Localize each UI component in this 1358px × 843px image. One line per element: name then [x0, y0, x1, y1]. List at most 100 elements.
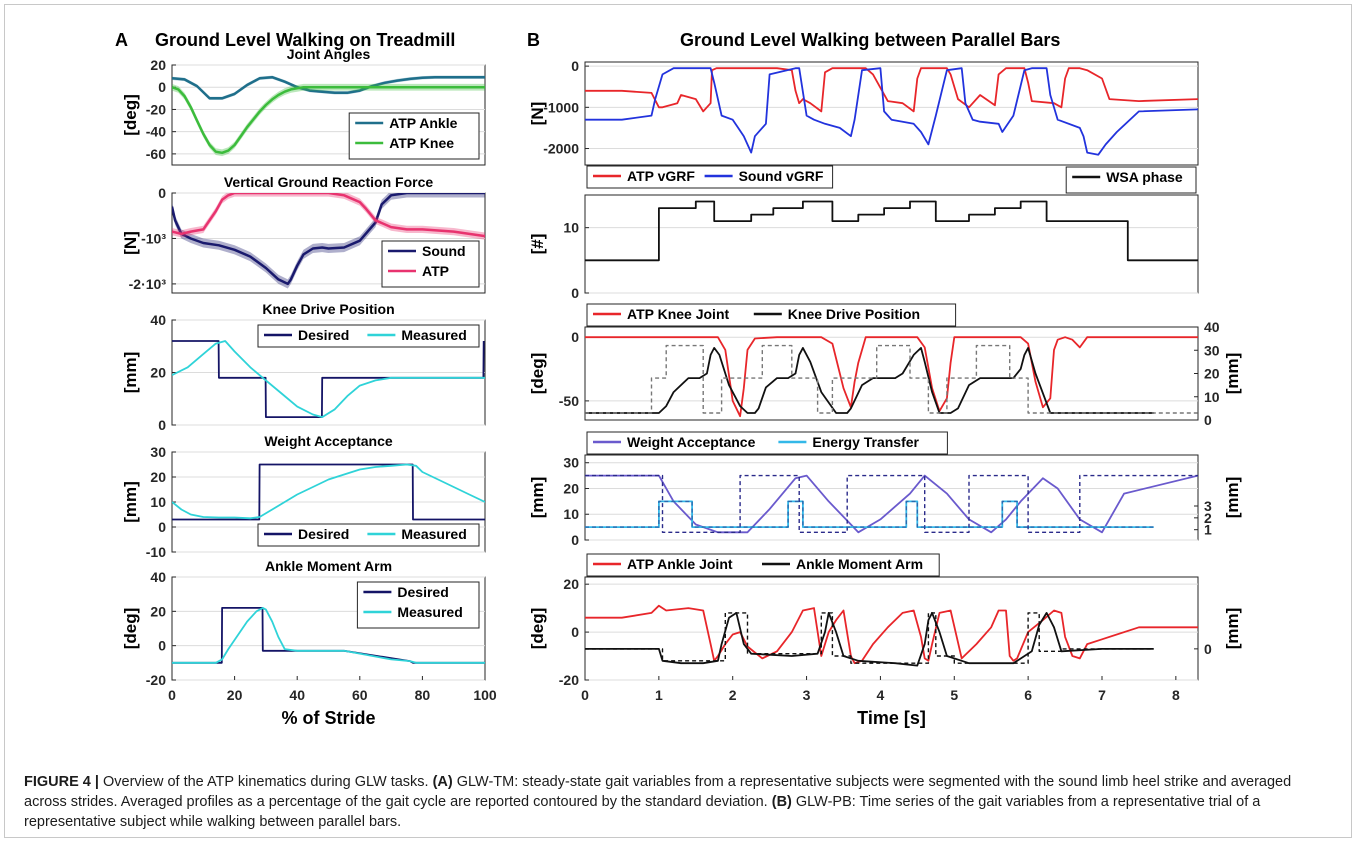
chart-title: Vertical Ground Reaction Force	[224, 174, 433, 190]
series-line-0	[172, 463, 485, 521]
caption-figure-label: FIGURE 4 |	[24, 774, 99, 790]
y2-tick-label: 2	[1204, 510, 1212, 526]
y-tick-label: 0	[158, 638, 166, 654]
series-line-1	[172, 340, 485, 418]
chart-b1: 0 -1000 -2000 [N] ATP vGRF Sound vGRF	[528, 58, 1199, 189]
x-tick-label: 6	[1024, 687, 1032, 703]
y-tick-label: 0	[571, 532, 579, 548]
chart-title: Ankle Moment Arm	[265, 558, 392, 574]
y-tick-label: -20	[146, 101, 166, 117]
y2-tick-label: 40	[1204, 319, 1220, 335]
y-tick-label: 0	[158, 185, 166, 201]
caption-a-text: GLW-TM: steady-state gait variables from…	[24, 774, 1292, 810]
series-line-0	[585, 336, 1198, 418]
chart-title: Joint Angles	[287, 46, 371, 62]
y-tick-label: 0	[571, 58, 579, 74]
y-tick-label: 40	[150, 312, 166, 328]
y-tick-label: 0	[571, 624, 579, 640]
legend: ATP vGRF Sound vGRF	[586, 165, 834, 189]
y-tick-label: 0	[158, 417, 166, 433]
legend-label: Weight Acceptance	[627, 434, 756, 450]
panel-b-letter: B	[527, 30, 540, 50]
y-tick-label: 10	[150, 494, 166, 510]
y-tick-label: 20	[150, 365, 166, 381]
y-tick-label: 30	[150, 444, 166, 460]
caption-b-label: (B)	[771, 794, 792, 810]
chart-b3: 0 -50 40 30 20 10 0 [deg] [mm] ATP Knee Joint Knee…	[528, 303, 1242, 428]
series-group	[585, 200, 1198, 262]
x-tick-label: 80	[415, 687, 431, 703]
legend-label: Sound vGRF	[739, 168, 824, 184]
x-tick-label: 0	[168, 687, 176, 703]
x-tick-label: 4	[877, 687, 885, 703]
caption-a-label: (A)	[432, 774, 453, 790]
x-tick-label: 7	[1098, 687, 1106, 703]
axes-frame	[584, 61, 1199, 166]
legend: ATP Ankle ATP Knee	[348, 112, 480, 160]
legend: Desired Measured	[257, 324, 480, 348]
axes-frame	[584, 194, 1199, 294]
legend-label: ATP Ankle	[389, 115, 457, 131]
y-axis-label: [deg]	[528, 353, 547, 395]
chart-a4: 30 20 10 0 -10 Weight Acceptance [mm] Desired Me…	[121, 433, 486, 560]
y-axis-label: [deg]	[121, 608, 140, 650]
y-tick-label: -10³	[141, 230, 166, 246]
series-line-0	[585, 67, 1198, 113]
series-line-1	[585, 347, 1154, 414]
legend-label: Desired	[298, 327, 349, 343]
chart-a3: 40 20 0 Knee Drive Position [mm] Desired Measu…	[121, 301, 486, 433]
x-tick-label: 1	[655, 687, 663, 703]
y-tick-label: 20	[150, 469, 166, 485]
y-tick-label: -20	[559, 672, 579, 688]
chart-a2: 0 -10³ -2·10³ Vertical Ground Reaction Forc…	[121, 174, 486, 294]
x-tick-label: 2	[729, 687, 737, 703]
y-tick-label: -10	[146, 544, 166, 560]
caption-intro: Overview of the ATP kinematics during GL…	[98, 774, 433, 790]
series-group	[585, 67, 1198, 156]
legend-box	[586, 431, 948, 455]
legend-box	[381, 240, 480, 288]
axes-frame	[584, 454, 1199, 541]
series-line-1	[172, 463, 485, 520]
y-axis-label: [mm]	[121, 352, 140, 394]
legend-label: ATP vGRF	[627, 168, 695, 184]
y-tick-label: 20	[150, 603, 166, 619]
y-axis-label: [deg]	[528, 608, 547, 650]
x-tick-label: 20	[227, 687, 243, 703]
series-line-0	[585, 200, 1198, 262]
y-tick-label: 10	[563, 506, 579, 522]
figure-frame	[4, 4, 1352, 838]
legend-label: ATP	[422, 263, 449, 279]
y2-axis-label: [mm]	[1223, 353, 1242, 395]
x-tick-label: 8	[1172, 687, 1180, 703]
y2-axis-label: [mm]	[1223, 477, 1242, 519]
series-group	[172, 75, 485, 157]
y-tick-label: -2000	[543, 141, 579, 157]
y-axis-label: [N]	[528, 102, 547, 126]
y-tick-label: 0	[158, 79, 166, 95]
series-group	[585, 604, 1198, 667]
y-tick-label: 20	[563, 480, 579, 496]
axes-frame	[584, 326, 1199, 421]
x-tick-label: 5	[950, 687, 958, 703]
series-line-1	[172, 85, 485, 155]
chart-b5: 200-2000 1 2 3 4 5 6 7 8[deg] [mm]Time [s]ATP Ank…	[528, 553, 1242, 728]
y2-tick-label: 1	[1204, 522, 1212, 538]
series-band-0	[172, 75, 485, 100]
chart-title: Knee Drive Position	[262, 301, 394, 317]
y-tick-label: -60	[146, 146, 166, 162]
x-tick-label: 60	[352, 687, 368, 703]
legend: Desired Measured	[257, 523, 480, 547]
x-axis-label: Time [s]	[857, 708, 926, 728]
series-group	[585, 336, 1198, 418]
y-tick-label: -40	[146, 124, 166, 140]
legend: ATP Ankle Joint Ankle Moment Arm	[586, 553, 940, 577]
y2-tick-label: 30	[1204, 342, 1220, 358]
y-tick-label: 0	[571, 285, 579, 301]
y-tick-label: 20	[150, 57, 166, 73]
series-line-2	[585, 474, 1198, 533]
y2-axis-label: [mm]	[1223, 608, 1242, 650]
